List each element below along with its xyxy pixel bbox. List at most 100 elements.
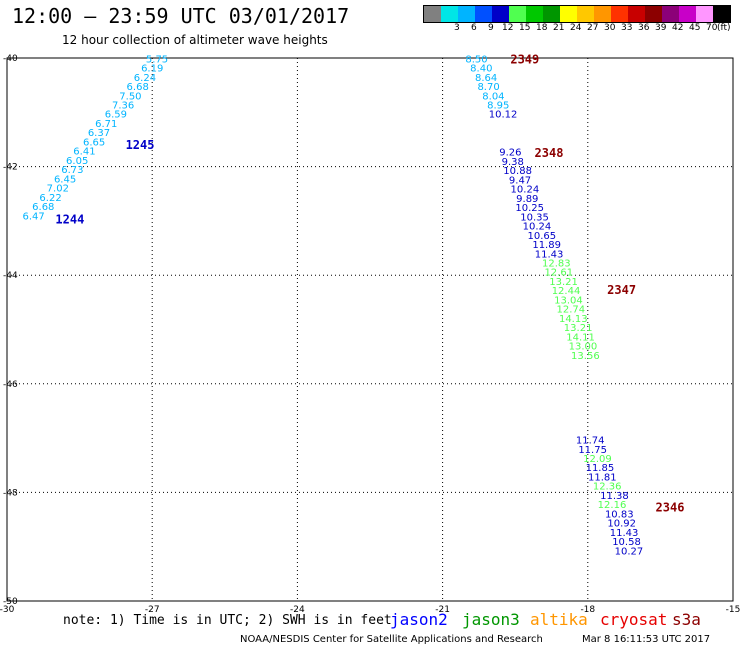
plot-frame <box>6 57 734 602</box>
swh-point-label: 12.16 <box>598 500 627 511</box>
swh-point-label: 10.65 <box>527 231 556 242</box>
y-tick-label: -44 <box>3 271 18 281</box>
color-scale-label: 12 <box>502 23 514 33</box>
color-swatch <box>441 6 458 22</box>
swh-point-label: 14.13 <box>559 314 588 325</box>
color-scale-label: 9 <box>488 23 494 33</box>
swh-point-label: 12.61 <box>544 268 573 279</box>
swh-point-label: 12.44 <box>552 286 581 297</box>
color-swatch <box>509 6 526 22</box>
swh-point-label: 5.75 <box>146 54 168 65</box>
swh-point-label: 6.68 <box>127 82 149 93</box>
swh-point-label: 11.74 <box>576 436 605 447</box>
color-scale-label: 27 <box>587 23 599 33</box>
color-scale-label: 39 <box>655 23 667 33</box>
color-scale-label: 36 <box>638 23 650 33</box>
color-swatch <box>628 6 645 22</box>
time-label: 2348 <box>535 146 564 160</box>
page-title: 12:00 – 23:59 UTC 03/01/2017 <box>12 4 350 28</box>
color-swatch <box>662 6 679 22</box>
satellite-label-jason3: jason3 <box>462 610 520 629</box>
swh-point-label: 6.59 <box>105 110 127 121</box>
swh-point-label: 12.36 <box>593 482 622 493</box>
x-tick-label: -18 <box>580 605 595 615</box>
satellite-label-s3a: s3a <box>672 610 701 629</box>
time-label: 2349 <box>510 52 539 66</box>
x-tick-label: -15 <box>726 605 740 615</box>
satellite-legend: jason2 jason3 altika cryosat s3a <box>0 610 740 632</box>
swh-point-label: 13.56 <box>571 351 600 362</box>
swh-point-label: 10.92 <box>607 519 636 530</box>
color-scale-label: 18 <box>536 23 548 33</box>
swh-point-label: 11.89 <box>532 240 561 251</box>
color-swatch <box>713 6 730 22</box>
swh-point-label: 9.47 <box>509 175 531 186</box>
y-tick-label: -42 <box>3 163 18 173</box>
color-scale-label: 24 <box>570 23 582 33</box>
swh-point-label: 14.11 <box>566 332 595 343</box>
swh-point-label: 11.75 <box>578 445 607 456</box>
swh-point-label: 10.88 <box>503 166 532 177</box>
credit-line: NOAA/NESDIS Center for Satellite Applica… <box>240 634 543 645</box>
swh-point-label: 6.37 <box>88 128 110 139</box>
swh-point-label: 9.89 <box>516 194 538 205</box>
swh-point-label: 11.81 <box>588 472 617 483</box>
swh-point-label: 11.85 <box>586 463 615 474</box>
swh-point-label: 10.25 <box>515 203 544 214</box>
swh-point-label: 9.26 <box>499 148 521 159</box>
color-scale-label: 45 <box>689 23 701 33</box>
y-tick-label: -50 <box>3 597 18 607</box>
time-label: 1244 <box>55 213 84 227</box>
swh-point-label: 13.00 <box>569 342 598 353</box>
time-label: 2347 <box>607 283 636 297</box>
color-swatch <box>560 6 577 22</box>
generated-timestamp: Mar 8 16:11:53 UTC 2017 <box>582 634 711 645</box>
x-tick-label: -24 <box>290 605 305 615</box>
color-scale-label: 42 <box>672 23 684 33</box>
x-tick-label: -21 <box>435 605 450 615</box>
color-swatch <box>611 6 628 22</box>
swh-point-label: 10.12 <box>489 110 518 121</box>
color-swatch <box>543 6 560 22</box>
time-label: 2346 <box>656 500 685 514</box>
swh-point-label: 13.04 <box>554 295 583 306</box>
swh-point-label: 7.36 <box>112 100 134 111</box>
color-swatch <box>526 6 543 22</box>
swh-point-label: 13.21 <box>564 323 593 334</box>
swh-point-label: 6.05 <box>66 156 88 167</box>
swh-point-label: 12.83 <box>542 259 571 270</box>
swh-point-label: 10.58 <box>612 537 641 548</box>
swh-point-label: 11.43 <box>535 249 564 260</box>
swh-point-label: 12.09 <box>583 454 612 465</box>
color-swatch <box>679 6 696 22</box>
swh-point-label: 8.40 <box>470 64 492 75</box>
swh-point-label: 7.50 <box>119 91 141 102</box>
page-subtitle: 12 hour collection of altimeter wave hei… <box>62 33 328 47</box>
swh-point-label: 13.21 <box>549 277 578 288</box>
color-scale-label: 15 <box>519 23 531 33</box>
swh-point-label: 10.35 <box>520 212 549 223</box>
color-scale-label: 30 <box>604 23 616 33</box>
swh-point-label: 10.83 <box>605 509 634 520</box>
swh-point-label: 6.24 <box>134 73 156 84</box>
x-tick-label: -30 <box>0 605 15 615</box>
swh-point-label: 8.70 <box>477 82 499 93</box>
swh-point-label: 10.24 <box>511 185 540 196</box>
color-scale-unit: (ft) <box>717 23 731 33</box>
swh-point-label: 7.02 <box>47 184 69 195</box>
color-swatch <box>645 6 662 22</box>
swh-point-label: 11.38 <box>600 491 629 502</box>
color-scale-label: 3 <box>454 23 460 33</box>
color-scale-legend <box>423 5 731 23</box>
swh-point-label: 8.64 <box>475 73 497 84</box>
color-scale-label: 70 <box>706 23 718 33</box>
swh-point-label: 8.50 <box>465 54 487 65</box>
footer-note: note: 1) Time is in UTC; 2) SWH is in fe… <box>63 613 392 628</box>
satellite-label-altika: altika <box>530 610 588 629</box>
color-swatch <box>696 6 713 22</box>
swh-point-label: 6.19 <box>141 64 163 75</box>
y-tick-label: -48 <box>3 488 18 498</box>
swh-point-label: 6.73 <box>61 165 83 176</box>
swh-point-label: 6.45 <box>54 174 76 185</box>
